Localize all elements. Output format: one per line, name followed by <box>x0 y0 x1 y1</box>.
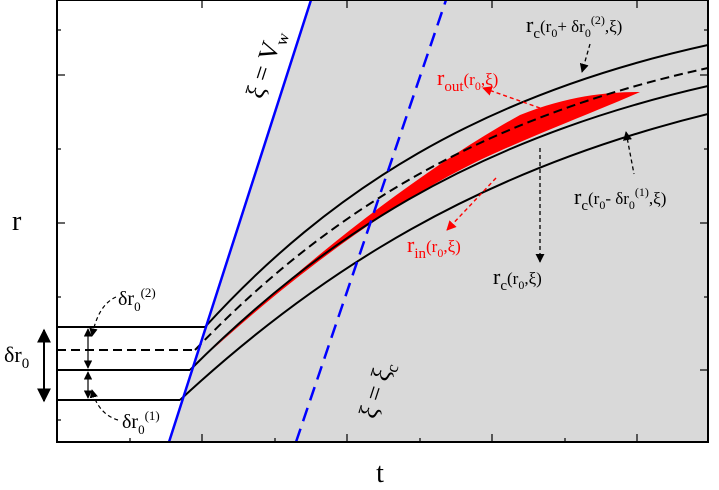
curve-rc-minus <box>179 113 708 401</box>
dr0-label: δr0 <box>4 342 29 372</box>
dr02-label: δr0(2) <box>118 285 156 314</box>
plot-frame <box>56 0 709 443</box>
r-out-arrow <box>482 86 541 109</box>
axis-ticks <box>57 0 708 442</box>
r-in-label: rin(r0,ξ) <box>407 232 461 262</box>
rc-minus-label: rc(r0- δr0(1),ξ) <box>574 184 666 214</box>
r-out-label: rout(r0,ξ) <box>437 65 498 95</box>
rc-plus-label: rc(r0+ δr0(2),ξ) <box>526 12 622 42</box>
dr01-curved-arrow <box>89 389 119 421</box>
rc-minus-arrow <box>623 131 635 175</box>
rc-plus-arrow <box>579 43 591 73</box>
r-in-arrow <box>446 177 497 231</box>
x-axis-label: t <box>376 458 384 489</box>
xi-c-line <box>294 0 448 442</box>
curve-rc-dashed <box>194 67 708 351</box>
dr02-curved-arrow <box>89 296 117 337</box>
rc-mid-label: rc(r0,ξ) <box>493 264 542 294</box>
curve-rc-mid <box>189 85 708 371</box>
wall-line <box>167 0 313 442</box>
y-axis-label: r <box>12 206 22 237</box>
dr01-label: δr0(1) <box>122 408 160 437</box>
curve-rc-plus <box>204 44 708 328</box>
